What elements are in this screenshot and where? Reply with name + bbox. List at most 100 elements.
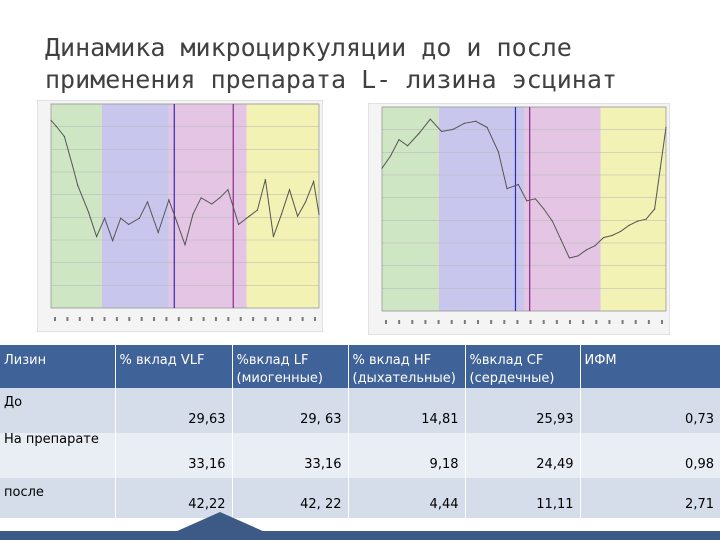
header-hf: % вклад HF (дыхательные) [347,345,465,388]
cell-lf: 33,16 [231,433,348,478]
data-point [602,236,605,239]
x-tick-mark [239,317,242,321]
data-point [63,136,65,138]
band-lf [101,104,169,308]
x-tick-mark [289,317,292,321]
x-tick-mark [78,317,81,321]
x-tick-mark [503,320,506,324]
x-tick-mark [582,320,585,324]
data-point [71,164,74,166]
cell-ifm: 0,98 [579,433,720,478]
cell-hf: 14,81 [347,388,465,433]
x-tick-mark [661,320,663,324]
slide-title-line-2: применения препарата L- лизина эсцинат [45,65,617,94]
header-vlf: % вклад VLF [114,345,232,388]
data-point [256,209,258,211]
x-tick-mark [450,320,453,324]
data-point [654,208,656,210]
data-point [560,239,562,241]
table-row: 33,16 33,16 9,18 24,49 0,98 [0,433,720,478]
decorative-arrow-icon [175,512,265,532]
data-point [264,178,266,181]
cell-lf: 42, 22 [231,478,348,518]
cell-lf: 29, 63 [231,388,348,433]
x-tick-mark [314,317,316,321]
x-tick-mark [301,317,304,321]
data-point [176,221,178,223]
data-point [95,236,98,238]
data-point [381,167,383,169]
data-point [77,185,79,187]
chart-after [368,103,670,335]
header-ifm: ИФМ [579,345,720,388]
x-tick-mark [153,317,156,321]
x-tick-mark [115,317,118,321]
header-lf: %вклад LF (миогенные) [231,345,348,388]
data-point [112,240,114,242]
x-tick-mark [424,320,427,324]
table-header-row: Лизин % вклад VLF %вклад LF (миогенные) %… [0,345,720,388]
data-point [452,128,454,131]
data-point [272,236,275,238]
cell-hf: 4,44 [347,478,465,518]
x-tick-mark [490,320,493,324]
data-point [628,224,630,226]
x-tick-mark [103,317,106,321]
data-point [406,145,409,147]
data-point [120,217,122,219]
x-tick-mark [276,317,279,321]
x-tick-mark [647,320,650,324]
row-label-on-drug: На препарате [4,432,99,447]
results-table: Лизин % вклад VLF %вклад LF (миогенные) %… [0,345,720,518]
cell-cf: 24,49 [464,433,580,478]
x-tick-mark [214,317,217,321]
plot-area [50,103,320,309]
footer-bar [0,531,720,540]
x-tick-mark [529,320,532,324]
x-tick-mark [634,320,637,324]
data-point [227,189,229,191]
x-tick-mark [608,320,611,324]
data-point [534,198,536,200]
cell-hf: 9,18 [347,433,465,478]
x-tick-mark [477,320,479,324]
data-point [418,132,420,135]
data-point [665,126,667,128]
data-point [497,151,500,153]
band-hf [168,104,247,308]
data-point [517,183,519,186]
data-point [313,180,315,183]
data-point [200,197,202,199]
x-tick-mark [54,317,56,321]
chart-before [37,100,323,332]
x-tick-mark [252,317,255,321]
plot-area [381,106,667,312]
x-tick-mark [437,320,440,324]
data-point [486,126,488,128]
cell-cf: 25,93 [464,388,580,433]
data-point [280,213,283,215]
cell-vlf: 42,22 [114,478,232,518]
band-vlf [51,104,102,308]
header-cf-line-1: %вклад CF [469,353,544,368]
band-cf [600,107,666,311]
header-lf-line-1: %вклад LF [236,353,309,368]
band-hf [524,107,601,311]
data-point [296,215,299,217]
header-cf: %вклад CF (сердечные) [464,345,580,388]
data-point [429,118,431,120]
header-cf-line-2: (сердечные) [469,371,555,386]
row-label: До [4,395,23,410]
data-point [611,234,613,237]
data-point [238,223,240,225]
data-point [305,201,307,203]
x-tick-mark [227,317,230,321]
data-point [577,255,579,257]
slide-title-line-1: Динамика микроциркуляции до и после [45,33,572,62]
data-point [543,208,545,210]
data-point [389,155,392,157]
x-tick-mark [555,320,558,324]
data-point [659,167,661,169]
data-point [184,244,186,246]
band-lf [438,107,524,311]
